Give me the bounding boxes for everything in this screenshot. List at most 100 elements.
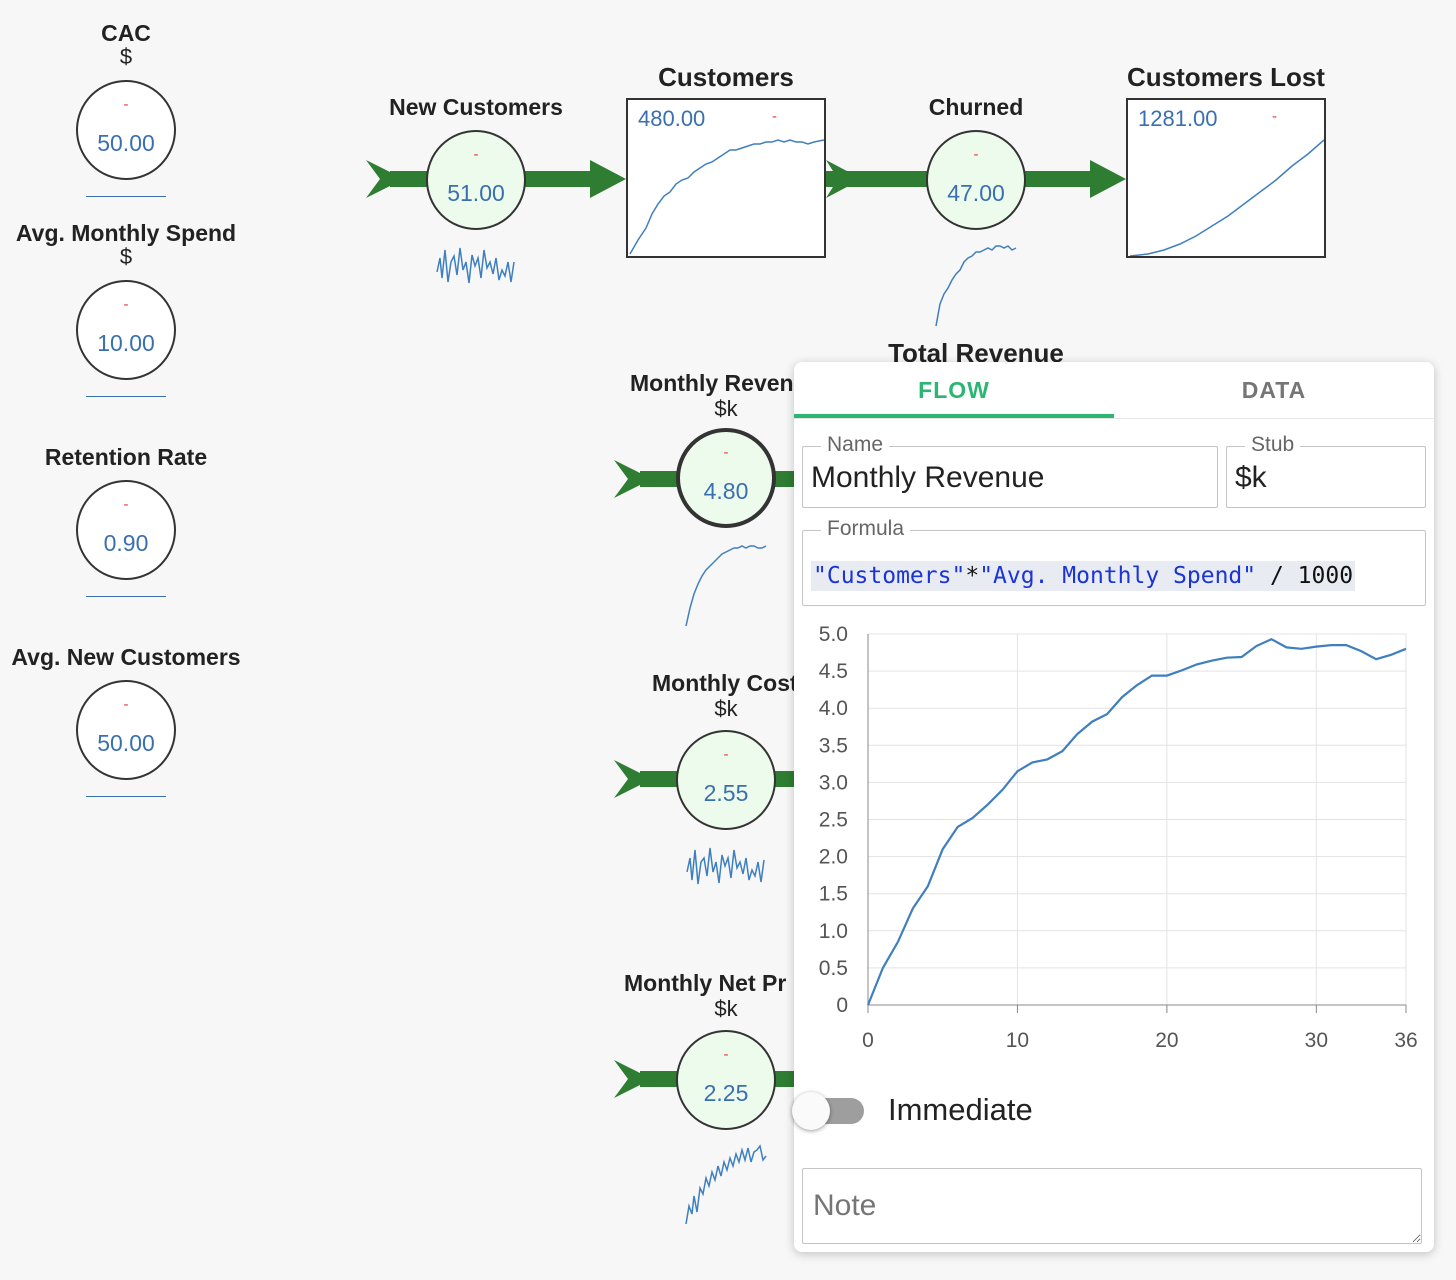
chart-grid bbox=[867, 633, 1407, 1006]
churned-value: 47.00 bbox=[947, 180, 1005, 206]
immediate-label: Immediate bbox=[888, 1092, 1033, 1127]
chart-y-tick-label: 3.5 bbox=[819, 734, 848, 757]
avg-monthly-spend-slider[interactable] bbox=[86, 396, 166, 397]
formula-field[interactable]: Formula "Customers"*"Avg. Monthly Spend"… bbox=[802, 517, 1426, 606]
churned-pipe bbox=[826, 160, 1126, 198]
customers-lost-stock[interactable]: 1281.00 - bbox=[1126, 98, 1326, 258]
chart-y-axis: 5.0 4.5 4.0 3.5 3.0 2.5 2.0 1.5 1.0 0.5 0 bbox=[819, 623, 869, 1017]
chart-y-tick-label: 2.0 bbox=[819, 846, 848, 869]
cac-delta: - bbox=[123, 96, 129, 113]
cac-value: 50.00 bbox=[97, 130, 155, 156]
avg-new-customers-label: Avg. New Customers bbox=[11, 644, 241, 670]
customers-value: 480.00 bbox=[638, 106, 706, 131]
chart-x-tick-label: 30 bbox=[1305, 1029, 1328, 1052]
customers-label: Customers bbox=[658, 62, 794, 92]
tab-divider bbox=[794, 418, 1434, 419]
cac-slider[interactable] bbox=[86, 196, 166, 197]
monthly-net-profit-label: Monthly Net Pr bbox=[624, 970, 787, 996]
monthly-net-profit-sparkline bbox=[685, 1144, 767, 1225]
retention-rate-delta: - bbox=[123, 496, 129, 513]
formula-editor[interactable]: "Customers"*"Avg. Monthly Spend" / 1000 bbox=[811, 561, 1356, 591]
customers-stock-sparkline bbox=[629, 139, 824, 255]
retention-rate-variable[interactable]: - 0.90 bbox=[76, 480, 176, 580]
formula-operator: * bbox=[965, 563, 980, 589]
formula-ref-avg-monthly-spend: "Avg. Monthly Spend" bbox=[979, 563, 1257, 589]
chart-y-tick-label: 1.5 bbox=[819, 883, 848, 906]
monthly-revenue-series-line bbox=[866, 637, 1407, 1006]
monthly-net-profit-pipe bbox=[614, 1060, 794, 1098]
tab-flow[interactable]: FLOW bbox=[794, 362, 1114, 418]
monthly-cost-label: Monthly Cost bbox=[652, 670, 798, 696]
avg-monthly-spend-unit: $ bbox=[119, 244, 133, 269]
new-customers-flow[interactable]: - 51.00 bbox=[426, 130, 526, 230]
avg-new-customers-variable[interactable]: - 50.00 bbox=[76, 680, 176, 780]
monthly-cost-delta: - bbox=[723, 746, 729, 763]
stub-legend: Stub bbox=[1245, 433, 1301, 457]
cac-label: CAC bbox=[101, 20, 151, 46]
chart-y-tick-label: 1.0 bbox=[819, 920, 848, 943]
churned-label: Churned bbox=[928, 94, 1024, 120]
monthly-revenue-unit: $k bbox=[714, 396, 738, 421]
monthly-revenue-label: Monthly Reven bbox=[630, 370, 794, 396]
monthly-cost-unit: $k bbox=[714, 696, 738, 721]
name-legend: Name bbox=[821, 433, 890, 457]
stub-input[interactable]: $k bbox=[1235, 461, 1267, 494]
customers-delta: - bbox=[772, 108, 777, 125]
monthly-revenue-delta: - bbox=[723, 444, 729, 461]
flow-properties-panel: FLOW DATA Name Monthly Revenue Stub $k F… bbox=[792, 362, 1434, 1252]
cac-variable[interactable]: - 50.00 bbox=[76, 80, 176, 180]
customers-stock[interactable]: 480.00 - bbox=[626, 98, 826, 258]
monthly-cost-sparkline bbox=[686, 847, 765, 885]
monthly-cost-pipe bbox=[614, 760, 794, 798]
chart-x-axis: 0 10 20 30 36 bbox=[862, 1004, 1418, 1052]
avg-monthly-spend-value: 10.00 bbox=[97, 330, 155, 356]
monthly-revenue-sparkline bbox=[685, 545, 767, 627]
avg-new-customers-slider[interactable] bbox=[86, 796, 166, 797]
avg-monthly-spend-variable[interactable]: - 10.00 bbox=[76, 280, 176, 380]
monthly-revenue-flow[interactable]: - 4.80 bbox=[676, 428, 776, 528]
formula-rest: / 1000 bbox=[1256, 563, 1354, 589]
monthly-net-profit-value: 2.25 bbox=[703, 1080, 749, 1106]
name-field[interactable]: Name Monthly Revenue bbox=[802, 433, 1218, 508]
chart-x-tick-label: 10 bbox=[1006, 1029, 1029, 1052]
new-customers-value: 51.00 bbox=[447, 180, 505, 206]
note-input[interactable] bbox=[802, 1168, 1422, 1244]
formula-ref-customers: "Customers" bbox=[813, 563, 966, 589]
formula-legend: Formula bbox=[821, 517, 911, 541]
retention-rate-slider[interactable] bbox=[86, 596, 166, 597]
chart-y-tick-label: 3.0 bbox=[819, 771, 848, 794]
name-input[interactable]: Monthly Revenue bbox=[811, 461, 1045, 494]
retention-rate-label: Retention Rate bbox=[44, 444, 208, 470]
chart-y-tick-label: 0 bbox=[836, 994, 848, 1017]
churned-sparkline bbox=[935, 245, 1017, 327]
chart-y-tick-label: 2.5 bbox=[819, 809, 848, 832]
new-customers-label: New Customers bbox=[389, 94, 563, 120]
chart-y-tick-label: 4.0 bbox=[819, 697, 848, 720]
churned-flow[interactable]: - 47.00 bbox=[926, 130, 1026, 230]
new-customers-pipe bbox=[366, 160, 626, 198]
monthly-cost-flow[interactable]: - 2.55 bbox=[676, 730, 776, 830]
stub-field[interactable]: Stub $k bbox=[1226, 433, 1426, 508]
chart-y-tick-label: 4.5 bbox=[819, 660, 848, 683]
new-customers-delta: - bbox=[473, 146, 479, 163]
churned-delta: - bbox=[973, 146, 979, 163]
customers-lost-delta: - bbox=[1272, 108, 1277, 125]
chart-y-tick-label: 5.0 bbox=[819, 623, 848, 646]
monthly-revenue-chart: 5.0 4.5 4.0 3.5 3.0 2.5 2.0 1.5 1.0 0.5 0 0 10 20 30 3… bbox=[819, 623, 1418, 1052]
tab-data[interactable]: DATA bbox=[1241, 377, 1307, 403]
monthly-net-profit-unit: $k bbox=[714, 996, 738, 1021]
avg-new-customers-delta: - bbox=[123, 696, 129, 713]
monthly-revenue-pipe bbox=[614, 460, 794, 498]
customers-lost-sparkline bbox=[1129, 139, 1324, 256]
avg-monthly-spend-delta: - bbox=[123, 296, 129, 313]
retention-rate-value: 0.90 bbox=[103, 530, 149, 556]
avg-new-customers-value: 50.00 bbox=[97, 730, 155, 756]
new-customers-sparkline bbox=[436, 247, 515, 284]
avg-monthly-spend-label: Avg. Monthly Spend bbox=[15, 220, 237, 246]
monthly-net-profit-flow[interactable]: - 2.25 bbox=[676, 1030, 776, 1130]
immediate-toggle[interactable] bbox=[792, 1092, 830, 1130]
chart-x-tick-label: 0 bbox=[862, 1029, 874, 1052]
chart-x-tick-label: 20 bbox=[1155, 1029, 1178, 1052]
